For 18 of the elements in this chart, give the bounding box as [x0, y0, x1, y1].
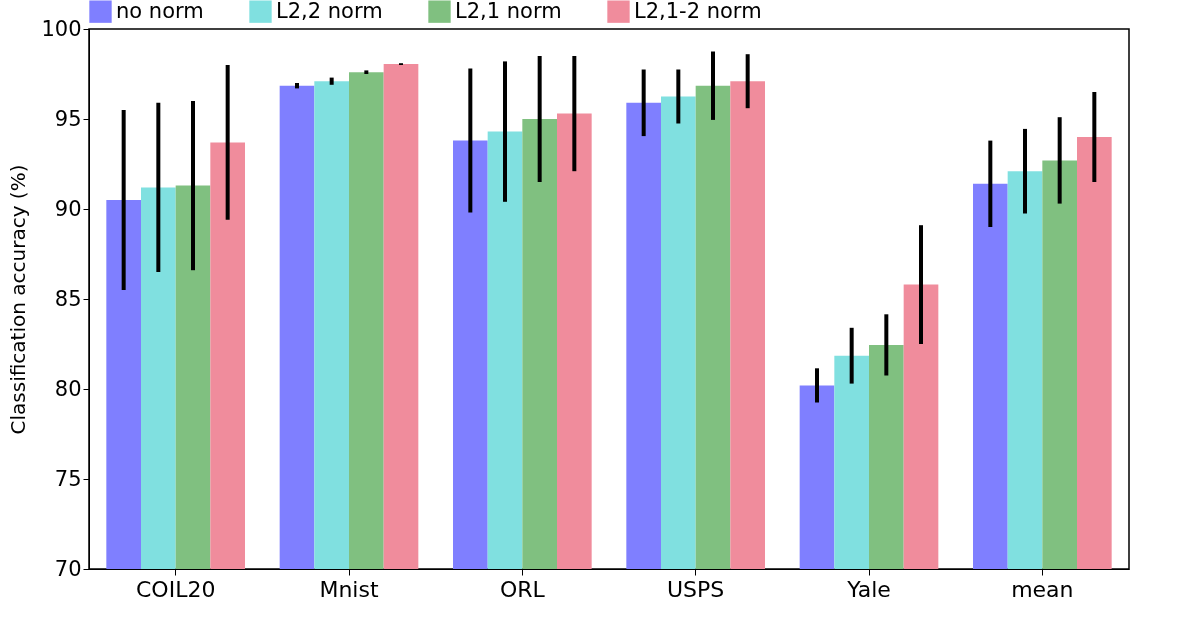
y-tick-label: 85	[54, 286, 82, 311]
y-tick-label: 90	[54, 196, 82, 221]
y-tick-label: 70	[54, 556, 82, 581]
x-tick-label: ORL	[499, 576, 546, 602]
y-tick-label: 100	[41, 16, 82, 41]
legend-label: no norm	[116, 0, 204, 23]
y-tick-label: 95	[54, 106, 82, 131]
x-tick-label: mean	[1011, 576, 1074, 602]
x-tick-label: USPS	[667, 576, 725, 602]
x-tick-label: COIL20	[135, 576, 216, 602]
y-axis-title: Classification accuracy (%)	[6, 164, 31, 435]
x-tick-label: Mnist	[319, 576, 379, 602]
y-tick-label: 75	[54, 466, 82, 491]
x-tick-label: Yale	[846, 576, 891, 602]
y-tick-label: 80	[54, 376, 82, 401]
legend-label: L2,1-2 norm	[634, 0, 762, 23]
legend-label: L2,2 norm	[276, 0, 383, 23]
legend-label: L2,1 norm	[455, 0, 562, 23]
